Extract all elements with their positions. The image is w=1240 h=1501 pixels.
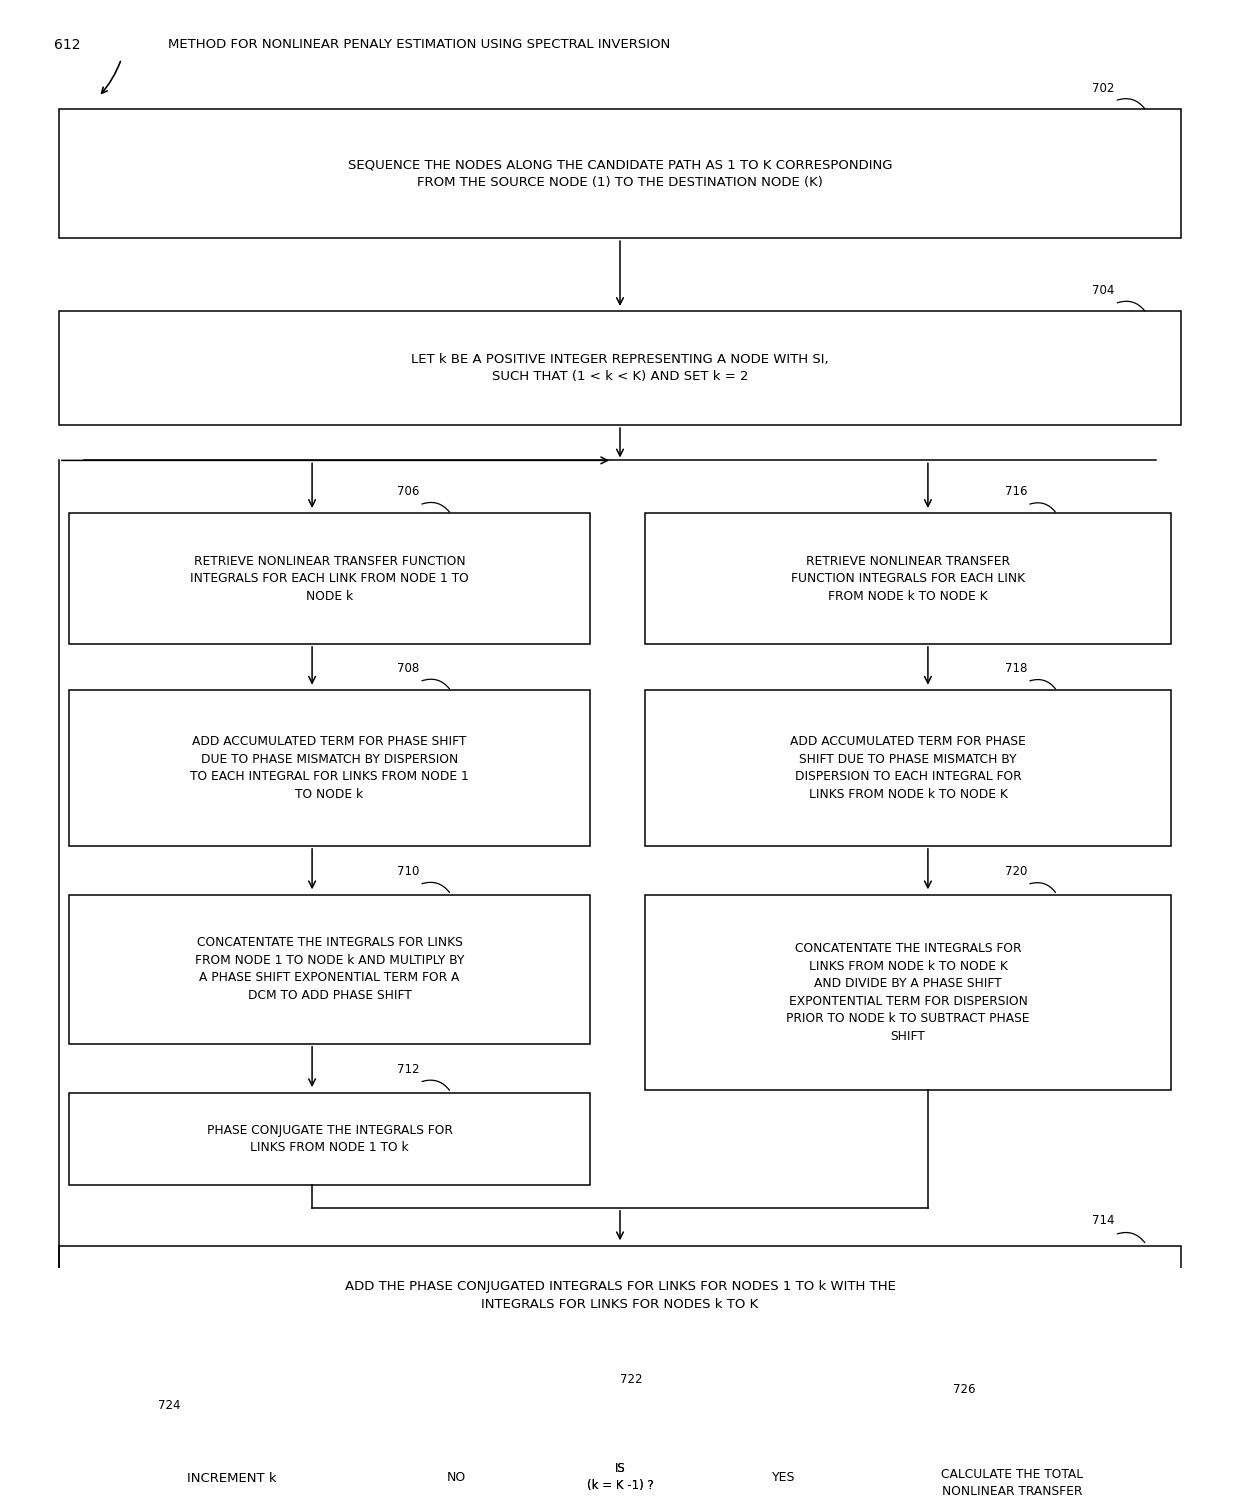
Text: PHASE CONJUGATE THE INTEGRALS FOR
LINKS FROM NODE 1 TO k: PHASE CONJUGATE THE INTEGRALS FOR LINKS … xyxy=(207,1124,453,1154)
Bar xyxy=(645,895,1172,1090)
Bar xyxy=(68,690,590,847)
Bar xyxy=(645,513,1172,644)
Text: 720: 720 xyxy=(1006,865,1028,878)
Text: 702: 702 xyxy=(1091,83,1115,95)
Polygon shape xyxy=(516,1399,724,1501)
Polygon shape xyxy=(417,1399,823,1501)
Text: CONCATENTATE THE INTEGRALS FOR LINKS
FROM NODE 1 TO NODE k AND MULTIPLY BY
A PHA: CONCATENTATE THE INTEGRALS FOR LINKS FRO… xyxy=(195,937,464,1003)
Text: IS
(k = K -1) ?: IS (k = K -1) ? xyxy=(587,1462,653,1492)
Text: 704: 704 xyxy=(1091,284,1115,297)
Text: 708: 708 xyxy=(397,662,419,675)
Bar xyxy=(58,1246,1182,1345)
Text: 716: 716 xyxy=(1006,485,1028,498)
Text: CALCULATE THE TOTAL
NONLINEAR TRANSFER
FUNCTION FOR EACH k: CALCULATE THE TOTAL NONLINEAR TRANSFER F… xyxy=(941,1468,1084,1501)
Bar xyxy=(68,895,590,1043)
Text: 724: 724 xyxy=(159,1399,181,1412)
Text: SEQUENCE THE NODES ALONG THE CANDIDATE PATH AS 1 TO K CORRESPONDING
FROM THE SOU: SEQUENCE THE NODES ALONG THE CANDIDATE P… xyxy=(347,159,893,189)
Text: NO: NO xyxy=(446,1471,466,1483)
Text: 714: 714 xyxy=(1091,1214,1115,1228)
Text: RETRIEVE NONLINEAR TRANSFER FUNCTION
INTEGRALS FOR EACH LINK FROM NODE 1 TO
NODE: RETRIEVE NONLINEAR TRANSFER FUNCTION INT… xyxy=(190,555,469,603)
Text: 706: 706 xyxy=(397,485,419,498)
Text: ADD THE PHASE CONJUGATED INTEGRALS FOR LINKS FOR NODES 1 TO k WITH THE
INTEGRALS: ADD THE PHASE CONJUGATED INTEGRALS FOR L… xyxy=(345,1280,895,1310)
Text: 726: 726 xyxy=(952,1382,975,1396)
Text: METHOD FOR NONLINEAR PENALY ESTIMATION USING SPECTRAL INVERSION: METHOD FOR NONLINEAR PENALY ESTIMATION U… xyxy=(169,38,671,51)
Bar xyxy=(853,1412,1172,1501)
Text: 712: 712 xyxy=(397,1063,419,1076)
Text: 718: 718 xyxy=(1006,662,1028,675)
Text: RETRIEVE NONLINEAR TRANSFER
FUNCTION INTEGRALS FOR EACH LINK
FROM NODE k TO NODE: RETRIEVE NONLINEAR TRANSFER FUNCTION INT… xyxy=(791,555,1025,603)
Text: ADD ACCUMULATED TERM FOR PHASE SHIFT
DUE TO PHASE MISMATCH BY DISPERSION
TO EACH: ADD ACCUMULATED TERM FOR PHASE SHIFT DUE… xyxy=(190,735,469,802)
Bar xyxy=(68,1093,590,1186)
Bar xyxy=(645,690,1172,847)
Bar xyxy=(68,513,590,644)
Text: 722: 722 xyxy=(620,1373,642,1387)
Text: IS
(k = K -1) ?: IS (k = K -1) ? xyxy=(587,1462,653,1492)
Bar xyxy=(58,110,1182,239)
Text: LET k BE A POSITIVE INTEGER REPRESENTING A NODE WITH SI,
SUCH THAT (1 < k < K) A: LET k BE A POSITIVE INTEGER REPRESENTING… xyxy=(412,353,828,383)
Text: INCREMENT k: INCREMENT k xyxy=(187,1472,277,1484)
Text: 612: 612 xyxy=(53,38,81,51)
Text: ADD ACCUMULATED TERM FOR PHASE
SHIFT DUE TO PHASE MISMATCH BY
DISPERSION TO EACH: ADD ACCUMULATED TERM FOR PHASE SHIFT DUE… xyxy=(790,735,1025,802)
Text: CONCATENTATE THE INTEGRALS FOR
LINKS FROM NODE k TO NODE K
AND DIVIDE BY A PHASE: CONCATENTATE THE INTEGRALS FOR LINKS FRO… xyxy=(786,943,1029,1043)
Text: 710: 710 xyxy=(397,865,419,878)
Bar xyxy=(58,311,1182,425)
Bar xyxy=(92,1429,372,1501)
Text: YES: YES xyxy=(773,1471,796,1483)
